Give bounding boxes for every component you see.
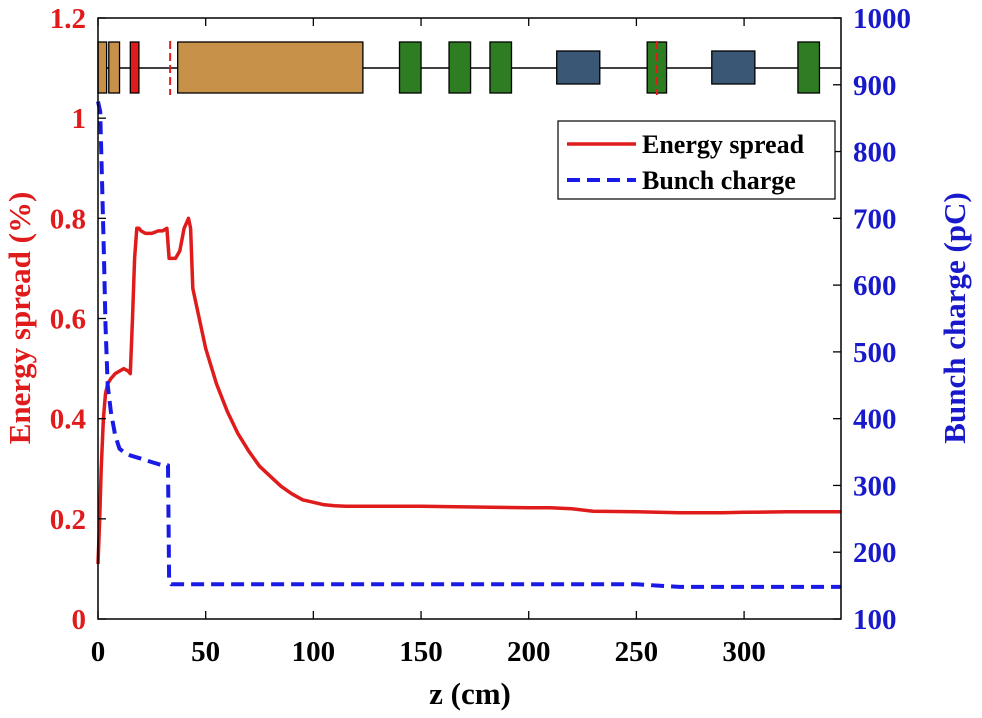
right-tick-label: 600 xyxy=(853,270,897,302)
series-layer xyxy=(96,101,841,589)
left-tick-label: 0.2 xyxy=(50,504,86,536)
left-axis: 0 0.2 0.4 0.6 0.8 1 1.2 xyxy=(50,3,106,636)
series-line-bunch-charge xyxy=(96,101,841,589)
left-tick-label: 1.2 xyxy=(50,3,86,35)
beamline-element-green-6 xyxy=(448,41,472,94)
beamline-element-red-2 xyxy=(129,41,140,94)
right-tick-label: 400 xyxy=(853,404,897,436)
x-tick-label: 100 xyxy=(292,636,336,668)
beamline-element-slate-11 xyxy=(711,50,756,85)
series-line-energy-spread xyxy=(96,216,841,564)
right-tick-label: 200 xyxy=(853,537,897,569)
left-tick-label: 0.6 xyxy=(50,304,86,336)
right-tick-label: 300 xyxy=(853,470,897,502)
x-tick-label: 300 xyxy=(722,636,766,668)
beamline-element-slate-8 xyxy=(556,50,601,85)
x-tick-label: 150 xyxy=(399,636,443,668)
x-axis: 0 50 100 150 200 250 300 xyxy=(91,18,766,668)
beamline-element-green-5 xyxy=(398,41,422,94)
beamline-element-green-7 xyxy=(489,41,513,94)
beamline-element-green-12 xyxy=(797,41,821,94)
left-tick-label: 0 xyxy=(72,604,87,636)
left-tick-label: 0.8 xyxy=(50,203,86,235)
x-tick-label: 250 xyxy=(615,636,659,668)
legend: Energy spread Bunch charge xyxy=(557,120,836,200)
right-tick-label: 100 xyxy=(853,604,897,636)
legend-label-energy-spread: Energy spread xyxy=(642,130,805,159)
right-tick-label: 800 xyxy=(853,137,897,169)
beamline-layer xyxy=(97,41,841,95)
x-axis-label: z (cm) xyxy=(429,676,511,711)
beamline-element-tan-1 xyxy=(108,41,121,94)
right-axis: 100 200 300 400 500 600 700 800 900 1000 xyxy=(833,3,911,636)
beamline-element-tan-4 xyxy=(177,41,364,94)
left-axis-label: Energy spread (%) xyxy=(2,192,37,445)
legend-box xyxy=(557,120,836,200)
right-tick-label: 500 xyxy=(853,337,897,369)
right-axis-label: Bunch charge (pC) xyxy=(937,192,972,443)
x-tick-label: 50 xyxy=(191,636,220,668)
left-tick-label: 0.4 xyxy=(50,404,86,436)
right-tick-label: 900 xyxy=(853,70,897,102)
legend-label-bunch-charge: Bunch charge xyxy=(642,166,796,195)
left-tick-label: 1 xyxy=(72,103,87,135)
x-tick-label: 0 xyxy=(91,636,106,668)
right-tick-label: 1000 xyxy=(853,3,911,35)
x-tick-label: 200 xyxy=(507,636,551,668)
right-tick-label: 700 xyxy=(853,203,897,235)
plot-frame xyxy=(97,17,842,620)
beamline-element-tan-0 xyxy=(97,41,108,94)
